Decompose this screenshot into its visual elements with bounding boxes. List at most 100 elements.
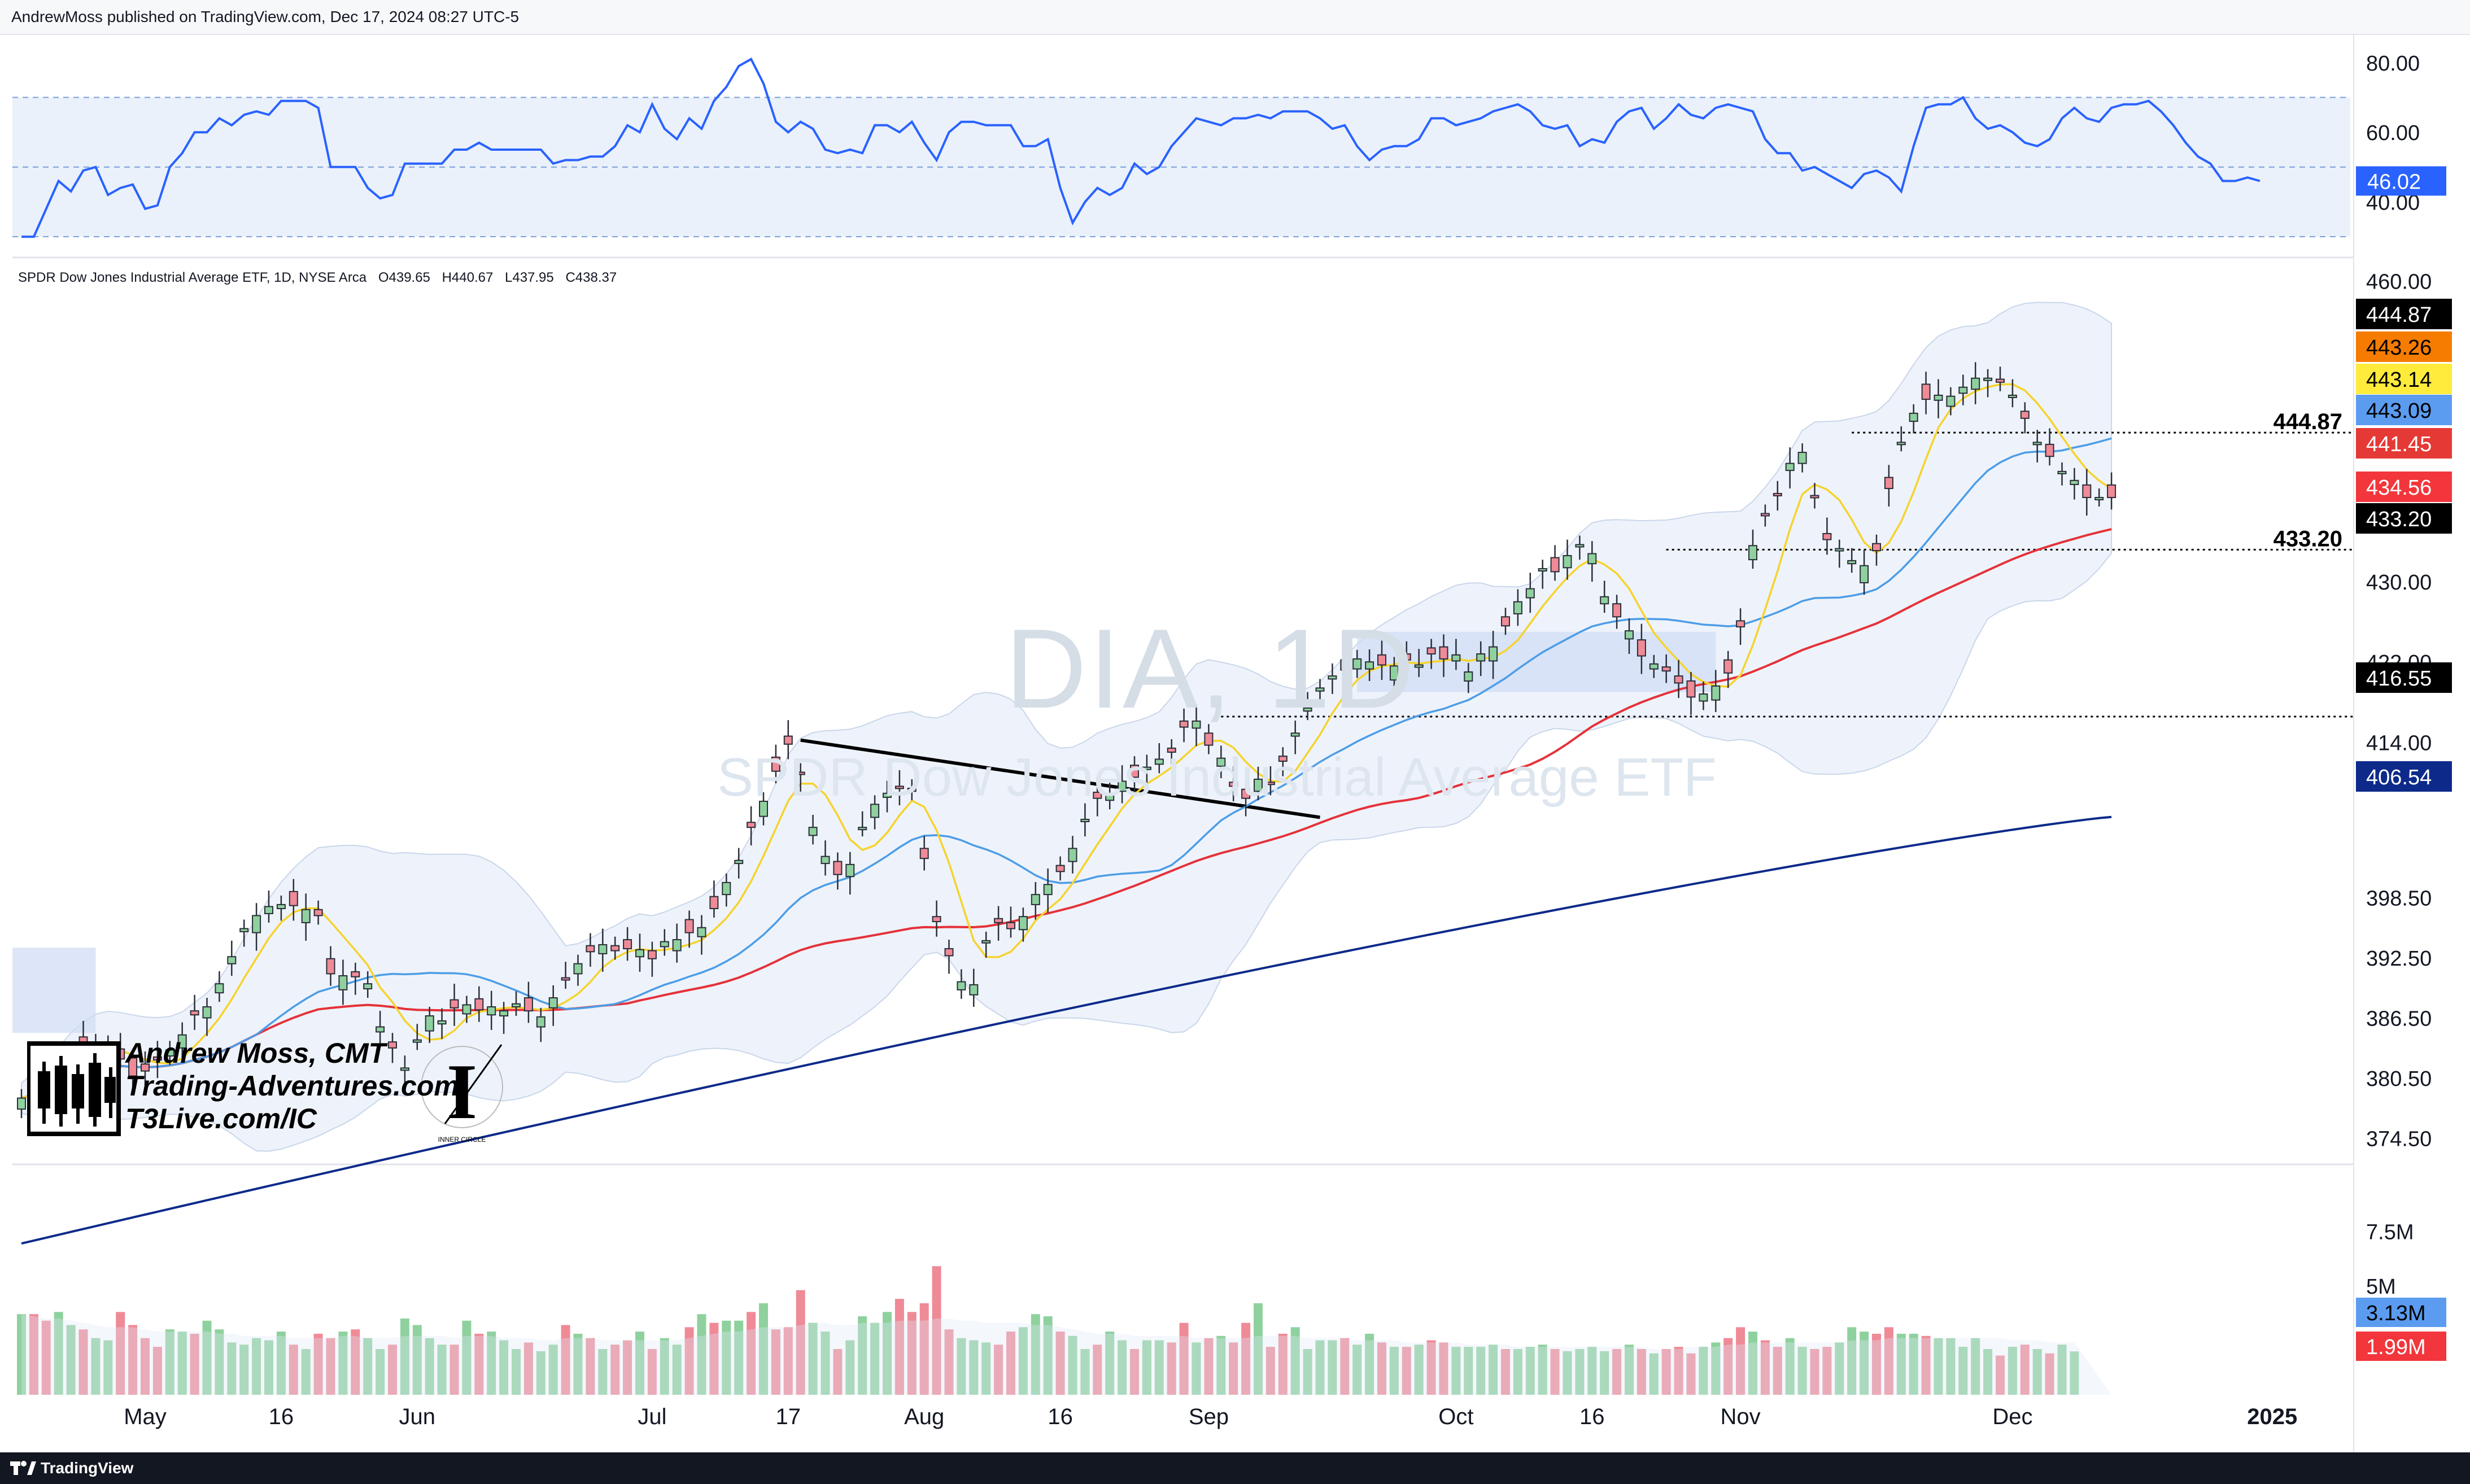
- volume-bar: [177, 1332, 187, 1395]
- candle: [561, 962, 570, 989]
- candle-body: [907, 787, 917, 792]
- volume-bar: [994, 1345, 1003, 1395]
- candle: [1093, 783, 1102, 817]
- candle-body: [561, 977, 570, 981]
- candle: [152, 1041, 162, 1079]
- candle-body: [870, 804, 880, 818]
- volume-bar: [1451, 1347, 1461, 1395]
- candle: [1055, 856, 1065, 881]
- candle: [783, 720, 793, 760]
- candle-body: [1489, 646, 1498, 662]
- volume-bar: [425, 1338, 434, 1395]
- candle: [1748, 529, 1757, 569]
- candle-body: [388, 1041, 397, 1049]
- candle-body: [660, 941, 669, 948]
- publisher-info: AndrewMoss published on TradingView.com,…: [11, 8, 520, 25]
- candle: [660, 929, 669, 956]
- price-badge-label: 443.14: [2366, 368, 2432, 392]
- candle: [2032, 430, 2042, 462]
- price-tick-label: 392.50: [2366, 947, 2432, 971]
- candle-body: [2094, 497, 2104, 501]
- candle-body: [1377, 654, 1386, 666]
- volume-bar: [1674, 1347, 1683, 1395]
- candle-body: [1884, 477, 1893, 490]
- volume-bar: [1773, 1347, 1782, 1395]
- candle-body: [1625, 630, 1634, 640]
- candle-body: [1241, 788, 1251, 799]
- volume-bar: [1476, 1347, 1486, 1395]
- volume-bar: [1489, 1345, 1498, 1395]
- candle-body: [623, 939, 632, 950]
- candle-body: [1278, 756, 1288, 762]
- volume-bar: [796, 1290, 805, 1395]
- candle-body: [1760, 513, 1770, 517]
- candle: [363, 971, 373, 998]
- candle: [512, 991, 521, 1016]
- candle-body: [598, 944, 608, 954]
- time-axis[interactable]: May 16 Jun Jul 17 Aug 16 Sep Oct 16 Nov Dec 2025: [124, 1404, 2297, 1429]
- rsi-tick-label: 60.00: [2366, 121, 2420, 145]
- candle-body: [351, 971, 360, 977]
- volume-bar: [450, 1345, 459, 1395]
- candle: [2082, 469, 2092, 516]
- ma5-line: [21, 383, 2113, 1099]
- candle-body: [1290, 732, 1300, 737]
- volume-bar: [29, 1314, 38, 1395]
- candle: [1265, 766, 1275, 796]
- candle-body: [1476, 653, 1486, 662]
- volume-bar: [17, 1314, 26, 1395]
- volume-bar: [919, 1303, 929, 1395]
- candle: [1352, 649, 1362, 678]
- price-axis[interactable]: 80.0060.0040.0046.02460.00430.00422.0041…: [2356, 52, 2452, 1361]
- candle: [1860, 549, 1869, 595]
- time-tick-label: Jul: [638, 1404, 666, 1429]
- candle-body: [1860, 565, 1869, 583]
- volume-bar: [709, 1322, 719, 1395]
- legend-close: C438.37: [565, 270, 617, 285]
- candle-body: [487, 1006, 496, 1016]
- volume-bar: [363, 1338, 373, 1395]
- name-watermark: SPDR Dow Jones Industrial Average ETF: [717, 747, 1717, 808]
- volume-bar: [1661, 1348, 1671, 1395]
- candle-body: [635, 949, 644, 958]
- candle: [944, 940, 954, 974]
- candle-body: [1822, 533, 1832, 540]
- volume-bar: [1315, 1340, 1325, 1395]
- level-price-badge: [2356, 503, 2452, 534]
- volume-bar: [1835, 1342, 1844, 1395]
- candle-body: [1934, 394, 1943, 401]
- volume-bar: [1525, 1347, 1535, 1395]
- legend-high: H440.67: [442, 270, 494, 285]
- candle: [412, 1024, 422, 1050]
- candle: [252, 903, 261, 951]
- volume-bar: [1439, 1342, 1448, 1395]
- candle-body: [1946, 395, 1956, 407]
- volume-bar: [376, 1348, 385, 1395]
- candle: [1328, 663, 1337, 695]
- time-tick-label: Nov: [1721, 1404, 1761, 1429]
- candle-body: [894, 785, 904, 789]
- rsi-value-label: 46.02: [2367, 171, 2421, 194]
- rsi-line: [21, 57, 2260, 238]
- price-badge-label: 443.26: [2366, 336, 2432, 360]
- time-tick-label: 2025: [2247, 1404, 2297, 1429]
- candle: [264, 891, 273, 923]
- candle-body: [610, 945, 620, 951]
- candle-body: [1204, 732, 1214, 746]
- volume-bar: [1748, 1332, 1757, 1395]
- candle-body: [400, 1067, 409, 1071]
- time-tick-label: 16: [269, 1404, 294, 1429]
- volume-bar: [78, 1329, 88, 1395]
- candle-body: [697, 927, 706, 937]
- candle-body: [1414, 664, 1424, 668]
- rsi-pane: [12, 57, 2350, 238]
- volume-bar: [264, 1340, 273, 1395]
- candle-body: [783, 735, 793, 745]
- time-tick-label: Dec: [1992, 1404, 2032, 1429]
- volume-bar: [808, 1322, 818, 1395]
- candle: [1426, 639, 1436, 669]
- candle: [709, 880, 719, 918]
- candle: [610, 936, 620, 960]
- volume-bar: [1278, 1333, 1288, 1395]
- candle: [1031, 881, 1040, 920]
